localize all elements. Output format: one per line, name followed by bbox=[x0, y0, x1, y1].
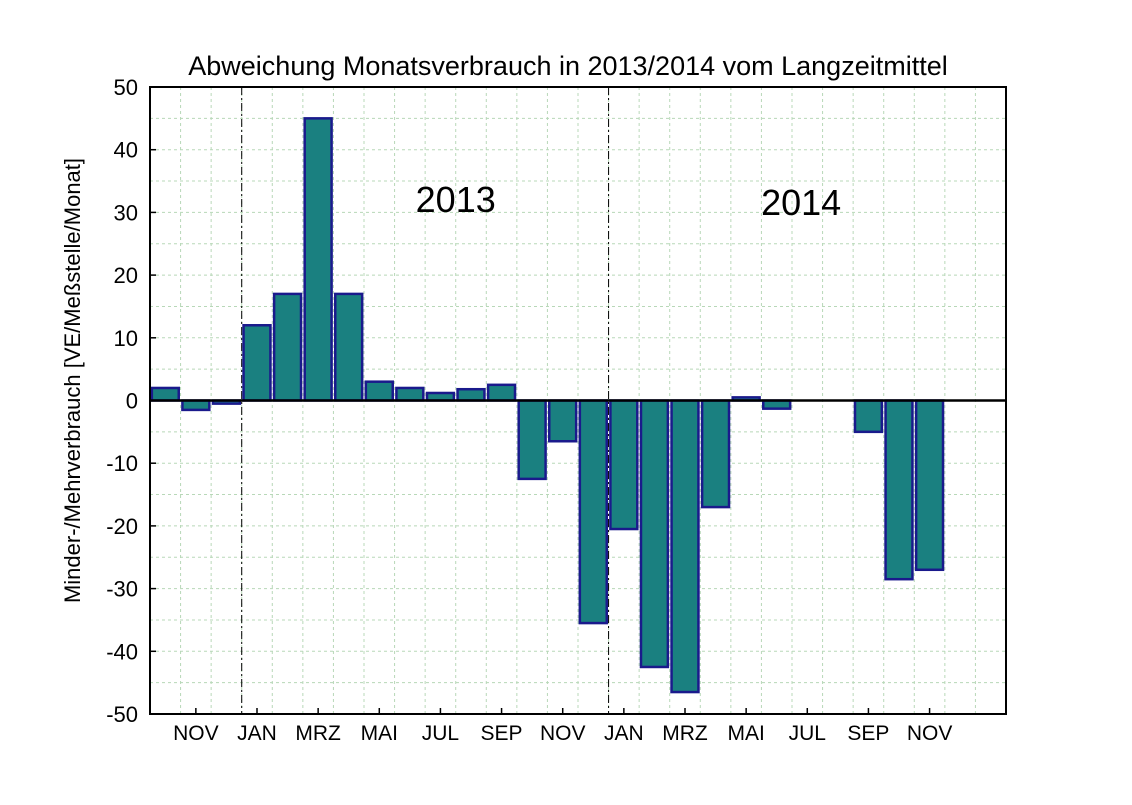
bar bbox=[639, 399, 670, 669]
chart-title: Abweichung Monatsverbrauch in 2013/2014 … bbox=[188, 51, 947, 81]
y-tick-label: 0 bbox=[126, 389, 138, 414]
x-tick-label: NOV bbox=[173, 722, 219, 745]
y-tick-label: -50 bbox=[106, 702, 138, 727]
x-tick-label: JUL bbox=[789, 722, 826, 745]
y-tick-label: -10 bbox=[106, 451, 138, 476]
bar bbox=[395, 386, 425, 402]
x-tick-labels: NOV JAN MRZ MAI JUL SEP NOV JAN MRZ MAI JUL SEP NOV bbox=[173, 708, 952, 745]
y-tick-label: -40 bbox=[106, 639, 138, 664]
x-tick-label: MRZ bbox=[295, 722, 341, 745]
x-tick-label: SEP bbox=[847, 722, 889, 745]
bar bbox=[517, 399, 547, 481]
bar bbox=[670, 399, 700, 694]
bar bbox=[884, 399, 914, 581]
year-annotations: 2013 2014 bbox=[416, 179, 842, 223]
y-tick-label: 10 bbox=[114, 326, 138, 351]
x-tick-label: NOV bbox=[907, 722, 953, 745]
bar bbox=[364, 380, 394, 402]
y-tick-label: 20 bbox=[114, 263, 138, 288]
x-tick-label: MAI bbox=[727, 722, 764, 745]
bar bbox=[334, 292, 364, 402]
y-tick-label: 40 bbox=[114, 138, 138, 163]
y-axis-label: Minder-/Mehrverbrauch [VE/Meßstelle/Mona… bbox=[60, 158, 85, 603]
y-tick-label: 50 bbox=[114, 75, 138, 100]
year-annotation: 2013 bbox=[416, 179, 496, 220]
x-tick-label: MAI bbox=[361, 722, 398, 745]
y-tick-label: -30 bbox=[106, 577, 138, 602]
x-tick-label: NOV bbox=[540, 722, 586, 745]
year-annotation: 2014 bbox=[761, 182, 841, 223]
bar bbox=[181, 399, 211, 412]
x-tick-label: JAN bbox=[604, 722, 644, 745]
y-tick-label: -20 bbox=[106, 514, 138, 539]
bar bbox=[150, 386, 180, 402]
bar bbox=[914, 399, 945, 572]
y-tick-labels: 50 40 30 20 10 0 -10 -20 -30 -40 -50 bbox=[106, 75, 156, 727]
bar bbox=[242, 324, 272, 402]
x-tick-label: SEP bbox=[481, 722, 523, 745]
bar bbox=[548, 399, 578, 443]
x-tick-label: JUL bbox=[422, 722, 459, 745]
bar bbox=[456, 387, 486, 402]
bar bbox=[303, 117, 333, 402]
x-tick-label: JAN bbox=[237, 722, 277, 745]
y-tick-label: 30 bbox=[114, 200, 138, 225]
bar bbox=[853, 399, 884, 434]
bar bbox=[700, 399, 731, 509]
bar bbox=[609, 399, 639, 531]
bar bbox=[486, 383, 517, 402]
bar bbox=[578, 399, 608, 625]
bar bbox=[272, 292, 303, 402]
x-tick-label: MRZ bbox=[662, 722, 708, 745]
